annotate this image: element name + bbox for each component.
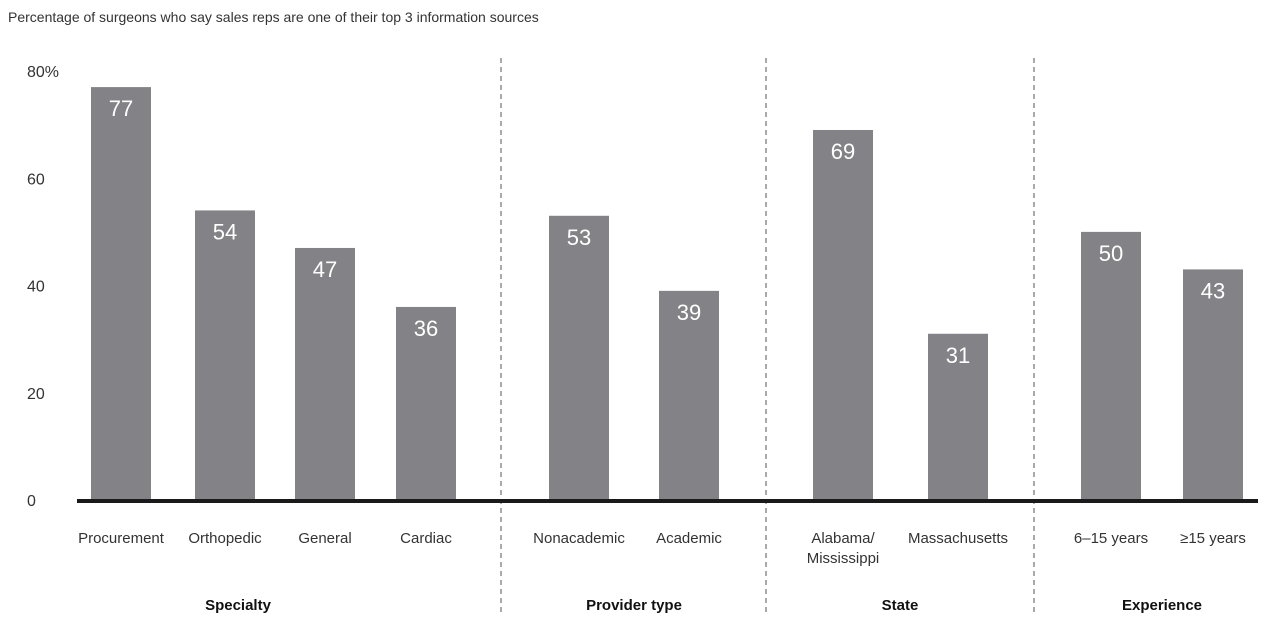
bar-value-label: 50	[1099, 241, 1123, 266]
y-tick-label: 40	[27, 279, 45, 296]
group-dividers	[500, 58, 1035, 616]
bar-value-label: 53	[567, 225, 591, 250]
bar	[91, 87, 151, 501]
group-label: Provider type	[586, 597, 682, 614]
bars: 77 54 47 36 53 39 69 31 50 43	[91, 87, 1243, 501]
bar	[295, 247, 355, 500]
bar	[928, 333, 988, 500]
category-label: General	[298, 530, 351, 547]
bar	[195, 210, 255, 501]
bar	[396, 306, 456, 500]
category-label: Procurement	[78, 530, 165, 547]
category-label: Cardiac	[400, 530, 452, 547]
category-label: Nonacademic	[533, 530, 625, 547]
bar-value-label: 54	[213, 219, 237, 244]
bar	[1183, 269, 1243, 500]
y-axis: 0 20 40 60 80%	[27, 64, 59, 510]
category-label: Orthopedic	[188, 530, 262, 547]
y-tick-label: 0	[27, 493, 36, 510]
x-axis-labels: Procurement Orthopedic General Cardiac Nonac…	[78, 530, 1246, 567]
group-label: Specialty	[205, 597, 272, 614]
category-label: Academic	[656, 530, 722, 547]
group-labels: Specialty Provider type State Experience	[205, 597, 1202, 614]
y-tick-label: 80%	[27, 64, 59, 81]
category-label: Alabama/Mississippi	[807, 530, 880, 567]
y-tick-label: 60	[27, 171, 45, 188]
bar	[549, 215, 609, 500]
bar-value-label: 36	[414, 316, 438, 341]
bar-value-label: 47	[313, 257, 337, 282]
bar	[659, 290, 719, 500]
category-label: Massachusetts	[908, 530, 1008, 547]
bar-value-label: 39	[677, 300, 701, 325]
bar-value-label: 69	[831, 139, 855, 164]
category-label: ≥15 years	[1180, 530, 1246, 547]
category-label: 6–15 years	[1074, 530, 1148, 547]
bar-value-label: 77	[109, 96, 133, 121]
bar-value-label: 31	[946, 343, 970, 368]
chart-subtitle: Percentage of surgeons who say sales rep…	[8, 9, 539, 25]
bar-value-label: 43	[1201, 278, 1225, 303]
bar	[813, 129, 873, 501]
group-label: State	[882, 597, 919, 614]
bar	[1081, 231, 1141, 500]
group-label: Experience	[1122, 597, 1202, 614]
y-tick-label: 20	[27, 386, 45, 403]
